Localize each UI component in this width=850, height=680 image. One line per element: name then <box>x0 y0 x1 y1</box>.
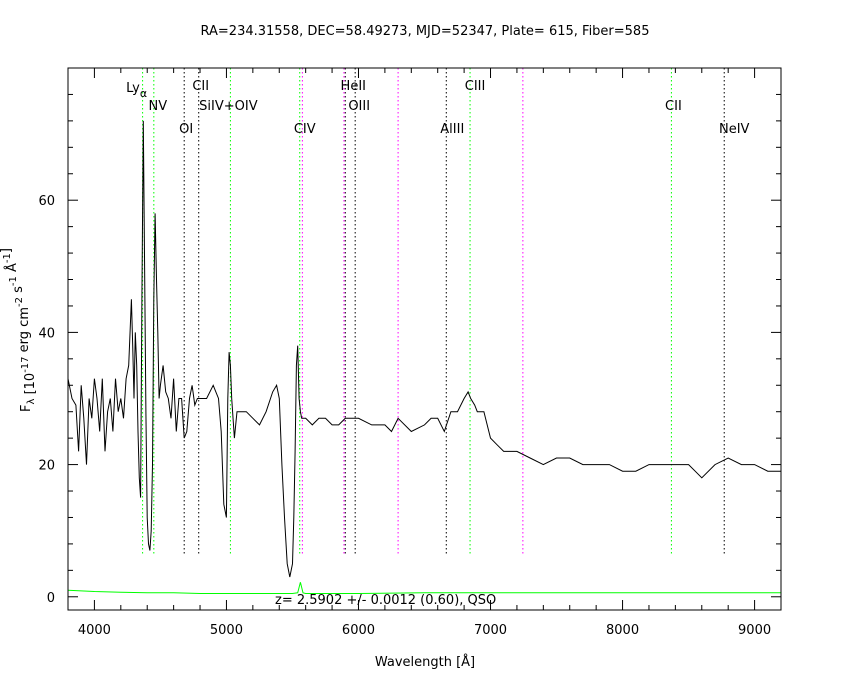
line-label: HeII <box>341 79 366 94</box>
chart-title: RA=234.31558, DEC=58.49273, MJD=52347, P… <box>201 24 650 39</box>
line-label: CII <box>192 79 209 94</box>
line-label: NV <box>149 99 168 114</box>
series-group <box>67 120 781 594</box>
x-tick-label: 9000 <box>738 623 771 638</box>
x-tick-label: 6000 <box>342 623 375 638</box>
y-tick-label: 40 <box>38 326 55 341</box>
error-series-line <box>67 582 781 594</box>
line-label: SiIV+OIV <box>199 99 258 114</box>
line-label: OIII <box>348 99 370 114</box>
y-tick-label: 60 <box>38 194 55 209</box>
y-tick-label: 0 <box>47 591 55 606</box>
line-label: CII <box>665 99 682 114</box>
svg-text:Fλ [10-17 erg cm-2 s-1 Å-1]: Fλ [10-17 erg cm-2 s-1 Å-1] <box>0 248 38 412</box>
line-label: CIV <box>294 122 316 137</box>
line-label: Lyα <box>126 81 147 100</box>
y-axis-label: Fλ [10-17 erg cm-2 s-1 Å-1] <box>0 248 38 412</box>
y-tick-label: 20 <box>38 459 55 474</box>
x-tick-label: 7000 <box>474 623 507 638</box>
line-markers <box>142 68 725 556</box>
x-tick-label: 8000 <box>606 623 639 638</box>
flux-series-line <box>67 120 781 578</box>
line-label: CIII <box>465 79 486 94</box>
x-tick-label: 4000 <box>78 623 111 638</box>
x-tick-label: 5000 <box>210 623 243 638</box>
axis-ticks: 4000 5000 6000 7000 8000 9000 0 20 40 60 <box>38 68 781 638</box>
line-label: OI <box>179 122 193 137</box>
plot-frame <box>67 67 782 611</box>
z-annotation: z= 2.5902 +/- 0.0012 (0.60), QSO <box>275 593 496 608</box>
line-label: NeIV <box>719 122 750 137</box>
line-label: AlIII <box>440 122 464 137</box>
x-axis-label: Wavelength [Å] <box>375 654 475 670</box>
